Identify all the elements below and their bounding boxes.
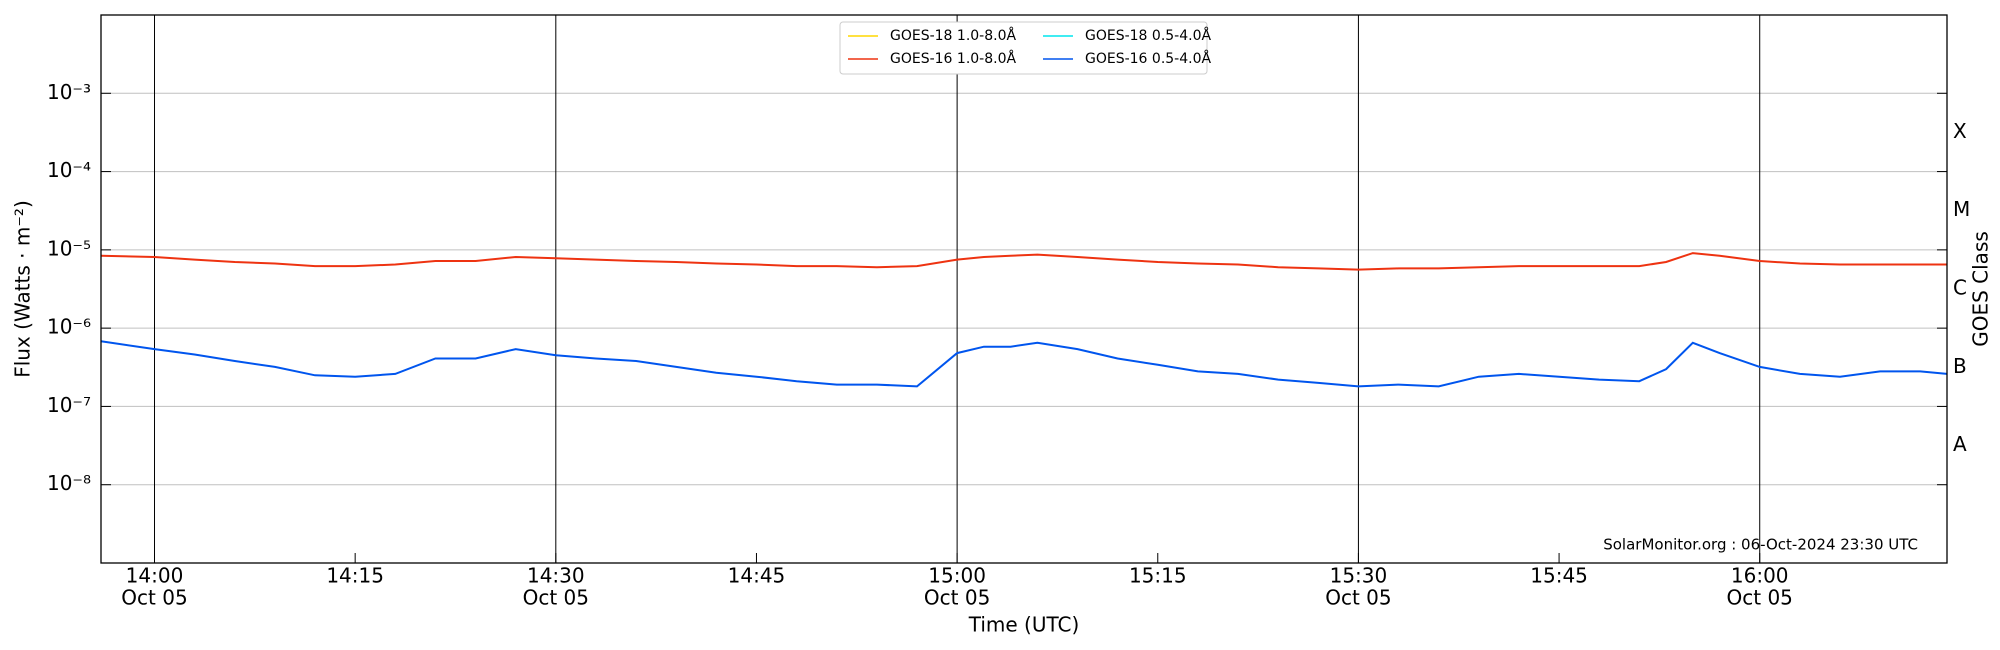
x-tick-label: 14:00 [126, 564, 184, 588]
plot-frame [100, 14, 1948, 564]
series-line [100, 340, 1948, 388]
x-tick-date: Oct 05 [1727, 586, 1793, 610]
class-label: C [1953, 276, 1967, 300]
class-label: X [1953, 119, 1967, 143]
legend-box [839, 21, 1208, 75]
annotation: SolarMonitor.org : 06-Oct-2024 23:30 UTC [1603, 536, 1918, 554]
legend-label: GOES-16 0.5-4.0Å [1085, 50, 1211, 67]
x-tick-date: Oct 05 [924, 586, 990, 610]
legend-label: GOES-18 1.0-8.0Å [890, 27, 1016, 44]
x-tick-label: 14:15 [326, 564, 384, 588]
x-tick-label: 16:00 [1731, 564, 1789, 588]
class-label: A [1953, 432, 1967, 456]
y-tick-label: 10⁻⁸ [47, 471, 91, 495]
class-label: M [1953, 197, 1970, 221]
x-tick-label: 14:45 [728, 564, 786, 588]
x-tick-label: 15:30 [1330, 564, 1388, 588]
y-tick-label: 10⁻⁶ [47, 315, 91, 339]
class-label: B [1953, 354, 1967, 378]
x-tick-date: Oct 05 [523, 586, 589, 610]
y-tick-label: 10⁻⁵ [47, 236, 91, 260]
y-tick-label: 10⁻³ [47, 80, 91, 104]
y-axis-title: Flux (Watts · m⁻²) [11, 200, 35, 378]
x-axis-title: Time (UTC) [968, 613, 1080, 637]
x-tick-date: Oct 05 [121, 586, 187, 610]
y2-axis-title: GOES Class [1969, 231, 1993, 347]
series-line [100, 252, 1947, 271]
x-tick-label: 15:45 [1530, 564, 1588, 588]
legend-label: GOES-18 0.5-4.0Å [1085, 27, 1211, 44]
y-tick-label: 10⁻⁷ [47, 393, 91, 417]
x-tick-label: 15:15 [1129, 564, 1187, 588]
x-tick-label: 14:30 [527, 564, 585, 588]
legend-label: GOES-16 1.0-8.0Å [890, 50, 1016, 67]
y-tick-label: 10⁻⁴ [47, 158, 91, 182]
x-tick-label: 15:00 [928, 564, 986, 588]
x-tick-date: Oct 05 [1325, 586, 1391, 610]
